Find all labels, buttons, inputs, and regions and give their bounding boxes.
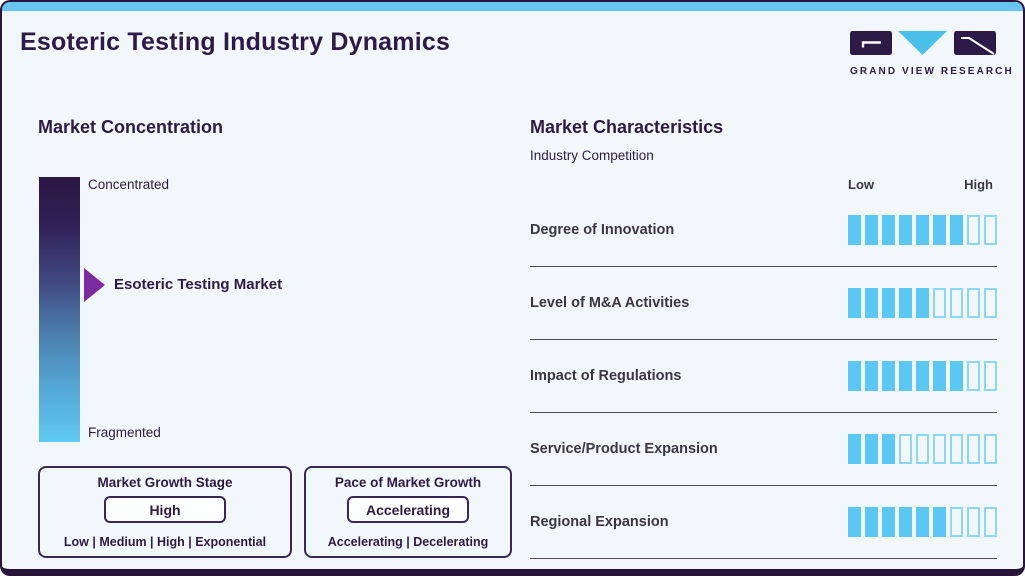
rating-bar-filled — [848, 434, 861, 464]
concentration-gradient-bar — [39, 177, 80, 442]
rating-bar-filled — [848, 507, 861, 537]
characteristic-row: Regional Expansion — [530, 486, 997, 559]
rating-bar-empty — [984, 361, 997, 391]
characteristic-row: Level of M&A Activities — [530, 267, 997, 340]
growth-stage-options: Low | Medium | High | Exponential — [63, 535, 267, 549]
rating-bar-empty — [950, 507, 963, 537]
rating-bars — [848, 361, 997, 391]
rating-bar-filled — [848, 288, 861, 318]
rating-bar-filled — [848, 215, 861, 245]
page-title: Esoteric Testing Industry Dynamics — [20, 28, 451, 56]
rating-bar-empty — [967, 215, 980, 245]
characteristic-row: Degree of Innovation — [530, 194, 997, 267]
top-accent-bar — [2, 2, 1023, 11]
industry-competition-subtitle: Industry Competition — [530, 148, 654, 163]
row-label: Regional Expansion — [530, 514, 669, 530]
rating-bar-filled — [950, 215, 963, 245]
rating-bar-empty — [916, 434, 929, 464]
rating-bar-empty — [967, 288, 980, 318]
row-label: Degree of Innovation — [530, 222, 675, 238]
rating-bars — [848, 507, 997, 537]
gvr-logo: GRAND VIEW RESEARCH — [850, 30, 1014, 77]
rating-bar-filled — [882, 361, 895, 391]
rating-bars — [848, 288, 997, 318]
market-position-arrow-icon — [84, 268, 105, 302]
rating-bar-filled — [865, 288, 878, 318]
row-label: Service/Product Expansion — [530, 441, 718, 457]
rating-bar-filled — [882, 434, 895, 464]
rating-bar-filled — [882, 288, 895, 318]
market-concentration-title: Market Concentration — [38, 117, 224, 137]
market-position-label: Esoteric Testing Market — [114, 276, 283, 293]
market-characteristics-title: Market Characteristics — [530, 117, 724, 137]
axis-label-high: High — [964, 177, 993, 192]
rating-bar-empty — [984, 434, 997, 464]
scale-label-fragmented: Fragmented — [88, 425, 161, 440]
rating-bar-filled — [933, 215, 946, 245]
rating-bar-filled — [899, 215, 912, 245]
rating-bar-filled — [848, 361, 861, 391]
row-label: Impact of Regulations — [530, 368, 682, 384]
rating-bar-empty — [984, 215, 997, 245]
scale-label-concentrated: Concentrated — [88, 177, 170, 192]
rating-bar-empty — [950, 434, 963, 464]
growth-pace-title: Pace of Market Growth — [334, 475, 482, 490]
rating-bar-empty — [984, 288, 997, 318]
rating-bar-filled — [916, 288, 929, 318]
rating-bar-empty — [967, 507, 980, 537]
characteristics-rows: Degree of Innovation Level of M&A Activi… — [530, 194, 997, 559]
gvr-logo-icon — [850, 31, 996, 55]
rating-bar-filled — [916, 507, 929, 537]
growth-stage-value-pill: High — [104, 496, 226, 523]
rating-bar-filled — [865, 361, 878, 391]
characteristic-row: Impact of Regulations — [530, 340, 997, 413]
characteristic-row: Service/Product Expansion — [530, 413, 997, 486]
rating-bar-filled — [865, 215, 878, 245]
rating-bar-filled — [882, 507, 895, 537]
rating-bar-filled — [865, 507, 878, 537]
rating-bar-empty — [967, 361, 980, 391]
rating-bar-empty — [899, 434, 912, 464]
row-label: Level of M&A Activities — [530, 295, 690, 311]
rating-bar-filled — [916, 215, 929, 245]
market-growth-stage-box: Market Growth Stage High Low | Medium | … — [38, 466, 292, 558]
rating-bars — [848, 215, 997, 245]
rating-bar-empty — [933, 434, 946, 464]
rating-bar-empty — [950, 288, 963, 318]
rating-bar-filled — [933, 507, 946, 537]
rating-bar-filled — [865, 434, 878, 464]
rating-bar-filled — [899, 288, 912, 318]
rating-bar-filled — [950, 361, 963, 391]
rating-bars — [848, 434, 997, 464]
rating-bar-filled — [882, 215, 895, 245]
axis-label-low: Low — [848, 177, 874, 192]
growth-stage-title: Market Growth Stage — [97, 475, 233, 490]
logo-brand-text: GRAND VIEW RESEARCH — [850, 66, 1014, 77]
rating-bar-filled — [916, 361, 929, 391]
rating-bar-empty — [967, 434, 980, 464]
rating-bar-filled — [899, 361, 912, 391]
rating-bar-empty — [984, 507, 997, 537]
growth-pace-options: Accelerating | Decelerating — [327, 535, 489, 549]
rating-bar-empty — [933, 288, 946, 318]
rating-bar-filled — [899, 507, 912, 537]
market-growth-pace-box: Pace of Market Growth Accelerating Accel… — [304, 466, 512, 558]
growth-pace-value-pill: Accelerating — [347, 496, 469, 523]
rating-bar-filled — [933, 361, 946, 391]
